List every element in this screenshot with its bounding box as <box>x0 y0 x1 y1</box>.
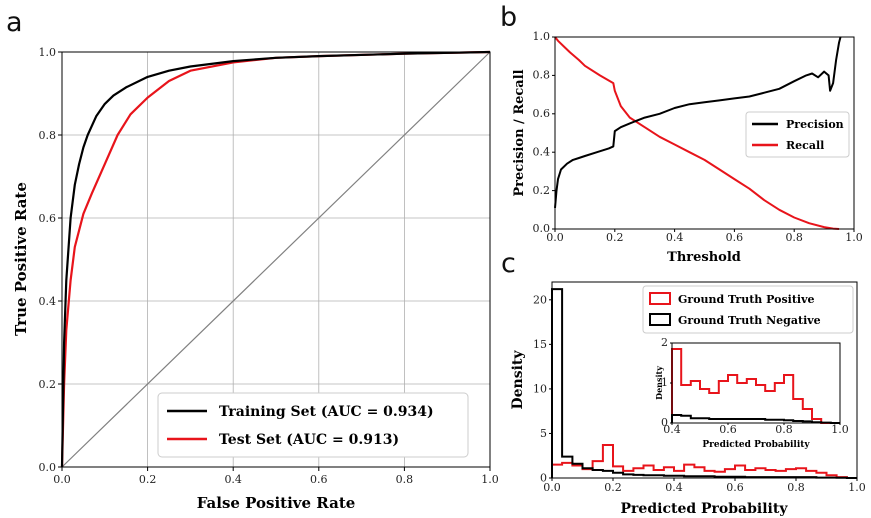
roc-series <box>60 50 491 468</box>
roc-y-tick-label: 0.6 <box>39 212 57 225</box>
hist-legend-label-negative: Ground Truth Negative <box>678 314 821 327</box>
inset-positive <box>671 348 840 424</box>
hist-legend: Ground Truth Positive Ground Truth Negat… <box>642 285 854 334</box>
inset-x-tick-label: 0.8 <box>775 423 793 436</box>
hist-x-tick-label: 0.8 <box>787 481 805 494</box>
pr-x-tick-label: 1.0 <box>845 231 863 244</box>
pr-x-label: Threshold <box>667 250 741 265</box>
roc-x-ticks: 0.0 0.2 0.4 0.6 0.8 1.0 <box>53 467 499 486</box>
inset-x-ticks: 0.4 0.6 0.8 1.0 <box>663 423 849 436</box>
roc-y-tick-label: 0.0 <box>39 461 57 474</box>
hist-y-ticks: 0 5 10 15 20 <box>533 293 552 485</box>
pr-legend-label-precision: Precision <box>786 118 844 131</box>
pr-y-label: Precision / Recall <box>512 69 527 196</box>
roc-x-tick-label: 0.2 <box>139 473 157 486</box>
pr-x-ticks: 0.0 0.2 0.4 0.6 0.8 1.0 <box>546 229 863 244</box>
pr-y-tick-label: 0.2 <box>533 184 551 197</box>
hist-y-tick-label: 10 <box>533 382 547 395</box>
hist-frame <box>551 281 858 479</box>
inset-y-tick-label: 2 <box>661 336 668 349</box>
pr-line-precision <box>554 36 842 208</box>
inset-negative <box>671 414 840 424</box>
hist-x-tick-label: 0.6 <box>726 481 744 494</box>
hist-x-tick-label: 0.0 <box>543 481 561 494</box>
inset-x-label: Predicted Probability <box>702 440 810 450</box>
panel-letter-a: a <box>6 7 23 38</box>
pr-y-tick-label: 0.8 <box>533 69 551 82</box>
roc-legend-box <box>157 392 469 458</box>
hist-y-tick-label: 15 <box>533 338 547 351</box>
pr-legend-label-recall: Recall <box>786 139 824 152</box>
roc-legend-label-test: Test Set (AUC = 0.913) <box>219 432 399 448</box>
roc-line-train <box>60 50 491 468</box>
pr-legend: Precision Recall <box>745 111 850 158</box>
roc-y-label: True Positive Rate <box>12 182 30 336</box>
inset-x-tick-label: 0.4 <box>663 423 681 436</box>
hist-series <box>551 288 857 479</box>
pr-frame <box>554 36 855 230</box>
hist-legend-swatch-negative <box>649 313 671 326</box>
roc-frame <box>61 51 491 468</box>
inset-y-tick-label: 0 <box>661 416 668 429</box>
panel-letter-c: c <box>501 248 516 279</box>
panel-a: 0.0 0.2 0.4 0.6 0.8 1.0 0.0 0.2 0.4 0.6 0.8 1.0 Fa… <box>12 46 499 512</box>
pr-line-recall <box>554 36 840 230</box>
inset-series <box>671 348 840 424</box>
hist-y-tick-label: 0 <box>540 472 547 485</box>
pr-y-tick-label: 0.0 <box>533 222 551 235</box>
pr-x-tick-label: 0.8 <box>785 231 803 244</box>
hist-x-label: Predicted Probability <box>621 501 789 517</box>
hist-x-tick-label: 1.0 <box>848 481 866 494</box>
hist-positive <box>551 444 857 479</box>
hist-legend-box <box>642 285 854 334</box>
pr-y-tick-label: 1.0 <box>533 30 551 43</box>
hist-y-tick-label: 5 <box>540 427 547 440</box>
roc-x-tick-label: 1.0 <box>481 473 499 486</box>
hist-inset: 0.4 0.6 0.8 1.0 0 1 2 Predicted Probability D… <box>654 336 849 450</box>
pr-y-ticks: 0.0 0.2 0.4 0.6 0.8 1.0 <box>533 30 555 235</box>
hist-y-label: Density <box>510 350 526 410</box>
roc-y-tick-label: 0.8 <box>39 129 57 142</box>
pr-series <box>554 36 842 230</box>
roc-x-label: False Positive Rate <box>197 494 356 512</box>
inset-x-tick-label: 0.6 <box>719 423 737 436</box>
hist-x-tick-label: 0.2 <box>604 481 622 494</box>
roc-legend-label-train: Training Set (AUC = 0.934) <box>219 404 434 420</box>
panel-letter-b: b <box>500 2 517 33</box>
hist-legend-swatch-positive <box>649 292 671 305</box>
inset-y-ticks: 0 1 2 <box>661 336 672 429</box>
roc-x-tick-label: 0.0 <box>53 473 71 486</box>
pr-x-tick-label: 0.2 <box>606 231 624 244</box>
inset-y-label: Density <box>654 366 664 400</box>
hist-x-tick-label: 0.4 <box>665 481 683 494</box>
inset-y-tick-label: 1 <box>661 376 668 389</box>
pr-y-tick-label: 0.4 <box>533 145 551 158</box>
roc-y-tick-label: 0.4 <box>39 295 57 308</box>
roc-legend: Training Set (AUC = 0.934) Test Set (AUC… <box>157 392 469 458</box>
roc-diagonal <box>61 51 491 468</box>
pr-x-tick-label: 0.4 <box>666 231 684 244</box>
roc-y-ticks: 0.0 0.2 0.4 0.6 0.8 1.0 <box>39 46 62 474</box>
panel-b: 0.0 0.2 0.4 0.6 0.8 1.0 0.0 0.2 0.4 0.6 0.8 1.0 Th… <box>512 30 863 265</box>
hist-legend-label-positive: Ground Truth Positive <box>678 293 814 306</box>
roc-y-tick-label: 1.0 <box>39 46 57 59</box>
pr-y-tick-label: 0.6 <box>533 107 551 120</box>
roc-x-tick-label: 0.4 <box>224 473 242 486</box>
hist-y-tick-label: 20 <box>533 293 547 306</box>
roc-x-tick-label: 0.6 <box>310 473 328 486</box>
pr-x-tick-label: 0.0 <box>546 231 564 244</box>
pr-x-tick-label: 0.6 <box>726 231 744 244</box>
roc-y-tick-label: 0.2 <box>39 378 57 391</box>
hist-negative <box>551 288 857 479</box>
inset-x-tick-label: 1.0 <box>831 423 849 436</box>
roc-x-tick-label: 0.8 <box>396 473 414 486</box>
hist-x-ticks: 0.0 0.2 0.4 0.6 0.8 1.0 <box>543 478 866 494</box>
